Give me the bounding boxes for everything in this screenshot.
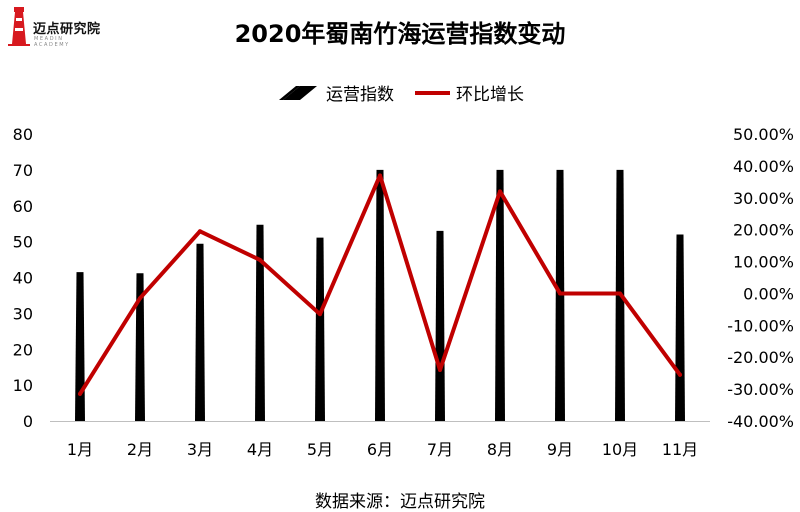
bar-8 (495, 169, 505, 421)
bar-11 (675, 234, 685, 421)
growth-point-4 (258, 257, 262, 262)
x-tick-label: 11月 (662, 440, 698, 459)
x-tick-label: 7月 (427, 440, 453, 459)
data-source-note: 数据来源：迈点研究院 (315, 492, 485, 512)
left-y-tick-label: 80 (13, 125, 33, 144)
left-y-tick-label: 10 (13, 376, 33, 395)
bar-7 (435, 230, 445, 421)
growth-point-1 (78, 391, 82, 396)
x-tick-label: 8月 (487, 440, 513, 459)
growth-point-8 (498, 189, 502, 194)
x-tick-label: 3月 (187, 440, 213, 459)
logo-subtext: MEADIN ACADEMY (34, 36, 70, 48)
bar-4 (255, 224, 265, 421)
right-y-tick-label: 10.00% (733, 253, 794, 272)
right-y-tick-label: 30.00% (733, 189, 794, 208)
growth-point-3 (198, 229, 202, 234)
right-y-tick-label: -30.00% (727, 380, 794, 399)
growth-point-5 (318, 312, 322, 317)
x-tick-label: 6月 (367, 440, 393, 459)
right-y-tick-label: 50.00% (733, 125, 794, 144)
x-tick-label: 10月 (602, 440, 638, 459)
legend-bar-label: 运营指数 (326, 85, 394, 105)
bar-3 (195, 243, 205, 421)
chart-title: 2020年蜀南竹海运营指数变动 (234, 20, 566, 48)
x-tick-label: 2月 (127, 440, 153, 459)
left-y-tick-label: 50 (13, 233, 33, 252)
x-tick-label: 1月 (67, 440, 93, 459)
logo: 迈点研究院 MEADIN ACADEMY (6, 4, 102, 50)
x-tick-label: 9月 (547, 440, 573, 459)
bar-5 (315, 237, 325, 421)
lighthouse-logo-icon (8, 7, 30, 46)
right-y-tick-label: -40.00% (727, 412, 794, 431)
legend-bar-swatch (283, 86, 317, 100)
growth-point-7 (438, 367, 442, 372)
left-y-tick-label: 20 (13, 340, 33, 359)
bar-6 (375, 169, 385, 421)
x-tick-label: 5月 (307, 440, 333, 459)
left-y-tick-label: 30 (13, 304, 33, 323)
growth-point-9 (558, 291, 562, 296)
left-y-tick-label: 40 (13, 269, 33, 288)
growth-point-11 (678, 372, 682, 377)
right-y-tick-label: 20.00% (733, 221, 794, 240)
growth-point-10 (618, 291, 622, 296)
growth-point-2 (138, 296, 142, 301)
left-y-tick-label: 70 (13, 161, 33, 180)
legend-bar-swatch-edge (279, 86, 300, 100)
bar-2 (135, 273, 145, 421)
right-y-tick-label: 40.00% (733, 157, 794, 176)
bar-1 (75, 272, 85, 421)
left-y-tick-label: 60 (13, 197, 33, 216)
legend-line-label: 环比增长 (456, 85, 524, 105)
right-y-tick-label: -10.00% (727, 316, 794, 335)
right-y-tick-label: 0.00% (743, 284, 794, 303)
left-y-tick-label: 0 (23, 412, 33, 431)
growth-point-6 (378, 173, 382, 178)
x-tick-label: 4月 (247, 440, 273, 459)
logo-text: 迈点研究院 (33, 22, 101, 37)
right-y-tick-label: -20.00% (727, 348, 794, 367)
